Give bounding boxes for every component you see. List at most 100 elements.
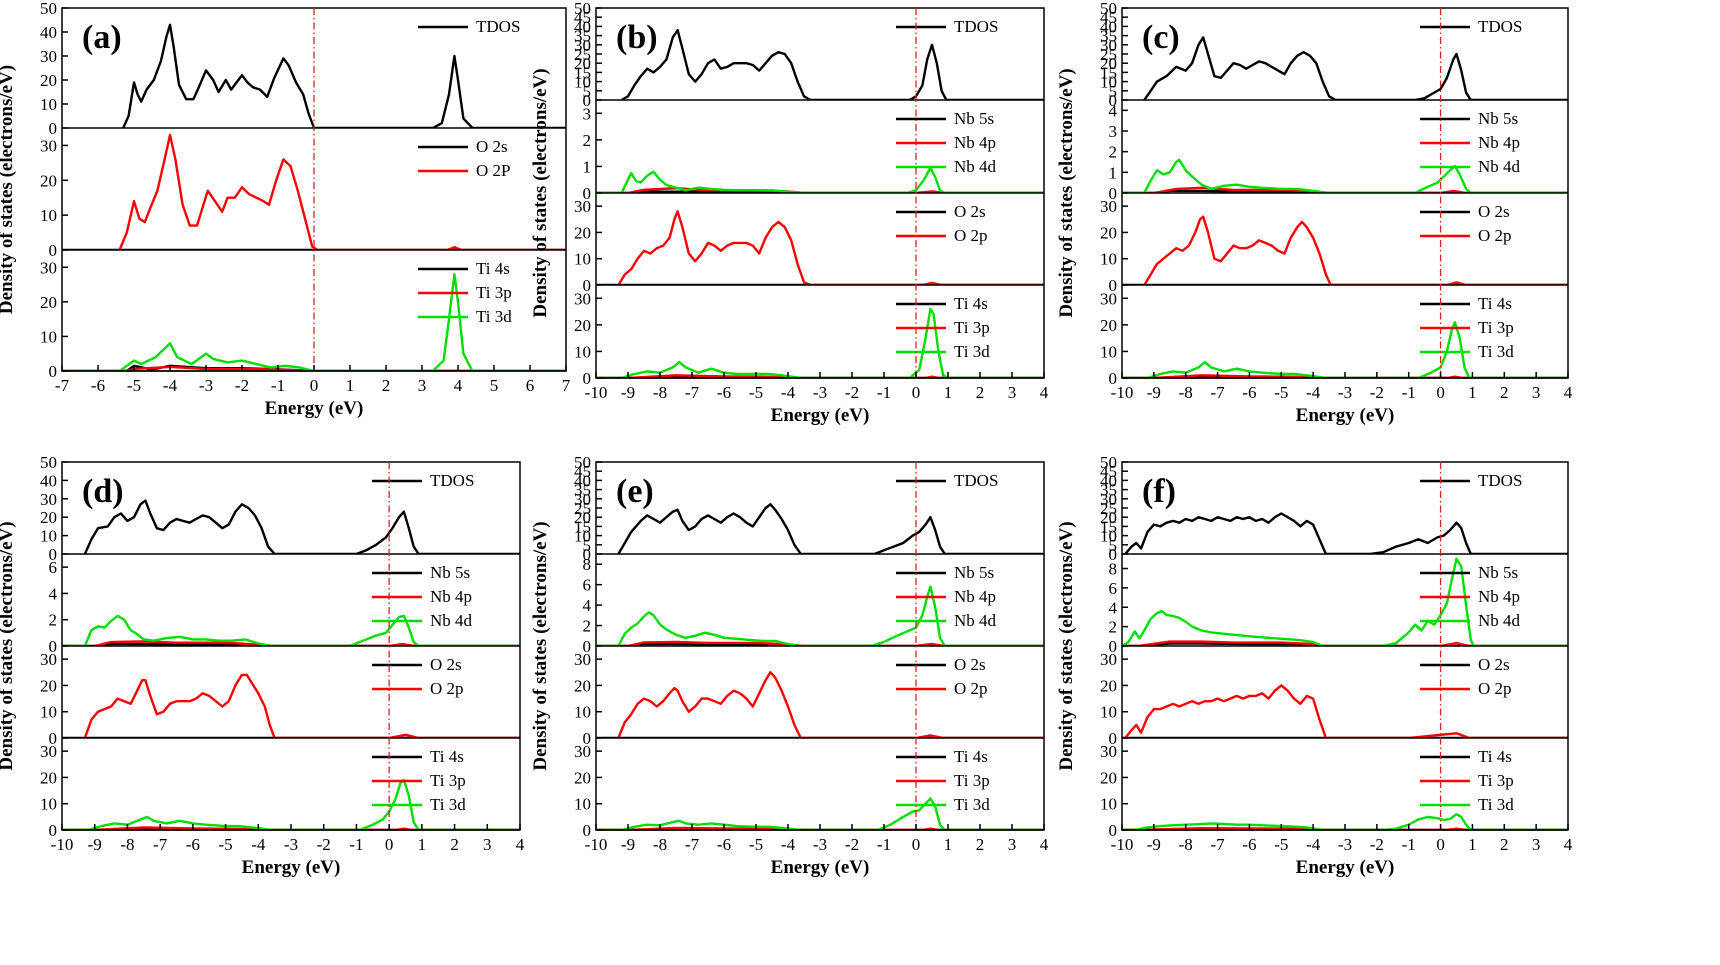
series-line-o-2p xyxy=(1124,684,1568,738)
legend-label-ti-3p: Ti 3p xyxy=(430,771,466,790)
x-tick-label: -5 xyxy=(1274,835,1288,854)
y-axis-title: Density of states (electrons/eV) xyxy=(530,521,551,770)
x-tick-label: -3 xyxy=(1338,383,1352,402)
legend-label-ti-3p: Ti 3p xyxy=(476,283,512,302)
y-tick-label: 4 xyxy=(49,584,58,603)
y-tick-label: 0 xyxy=(49,362,58,381)
legend-label-nb-5s: Nb 5s xyxy=(430,563,470,582)
legend-label-tdos: TDOS xyxy=(430,471,474,490)
x-tick-label: -10 xyxy=(585,383,608,402)
legend-label-nb-4p: Nb 4p xyxy=(1478,587,1520,606)
y-tick-label: 10 xyxy=(1100,73,1117,92)
x-tick-label: -9 xyxy=(88,835,102,854)
series-line-tdos xyxy=(83,499,520,554)
subplot-b-2: 0 1 2 3 Nb 5s Nb 4p Nb 4d xyxy=(583,104,1044,203)
y-tick-label: 10 xyxy=(1100,250,1117,269)
y-tick-label: 2 xyxy=(583,617,592,636)
x-tick-label: 2 xyxy=(976,835,985,854)
x-tick-label: 0 xyxy=(912,383,921,402)
series-line-nb-4d xyxy=(1122,158,1568,193)
y-tick-label: 2 xyxy=(1109,143,1118,162)
y-tick-label: 0 xyxy=(1109,91,1118,110)
y-axis-title: Density of states (electrons/eV) xyxy=(1056,68,1077,317)
x-tick-label: 0 xyxy=(1436,383,1445,402)
x-axis-title: Energy (eV) xyxy=(771,405,870,426)
y-tick-label: 15 xyxy=(1100,63,1117,82)
y-tick-label: 20 xyxy=(574,54,591,73)
y-tick-label: 50 xyxy=(40,453,57,472)
legend-label-o-2p: O 2p xyxy=(1478,679,1512,698)
x-tick-label: -10 xyxy=(51,835,74,854)
legend-label-o-2s: O 2s xyxy=(1478,655,1510,674)
series-line-tdos xyxy=(122,23,566,128)
y-tick-label: 6 xyxy=(583,576,592,595)
x-axis-title: Energy (eV) xyxy=(242,857,341,878)
x-tick-label: -4 xyxy=(1306,835,1321,854)
y-tick-label: 0 xyxy=(583,545,592,564)
y-tick-label: 40 xyxy=(574,471,591,490)
y-tick-label: 35 xyxy=(1100,27,1117,46)
y-tick-label: 0 xyxy=(49,729,58,748)
y-tick-label: 3 xyxy=(583,104,592,123)
y-tick-label: 30 xyxy=(1100,490,1117,509)
x-tick-label: -6 xyxy=(1242,835,1256,854)
y-tick-label: 25 xyxy=(1100,45,1117,64)
y-tick-label: 0 xyxy=(49,545,58,564)
y-tick-label: 45 xyxy=(574,8,591,27)
subplot-d-2: 0 2 4 6 Nb 5s Nb 4p Nb 4d xyxy=(49,558,520,656)
legend-label-ti-4s: Ti 4s xyxy=(954,294,988,313)
panel-label-a: (a) xyxy=(82,19,122,56)
x-tick-label: -10 xyxy=(585,835,608,854)
legend-label-ti-3d: Ti 3d xyxy=(954,795,990,814)
series-line-nb-4d xyxy=(596,166,1044,193)
legend-label-o-2p: O 2p xyxy=(954,226,988,245)
y-tick-label: 45 xyxy=(1100,462,1117,481)
panel-label-c: (c) xyxy=(1142,19,1180,56)
y-tick-label: 0 xyxy=(583,276,592,295)
legend-label-o-2p: O 2p xyxy=(1478,226,1512,245)
x-tick-label: 4 xyxy=(516,835,525,854)
x-tick-label: -3 xyxy=(199,376,213,395)
y-tick-label: 10 xyxy=(574,527,591,546)
y-tick-label: 8 xyxy=(583,555,592,574)
legend-label-ti-3d: Ti 3d xyxy=(476,307,512,326)
series-line-nb-4d xyxy=(62,614,520,646)
x-tick-label: -6 xyxy=(1242,383,1256,402)
y-tick-label: 5 xyxy=(583,82,592,101)
x-tick-label: -8 xyxy=(653,383,667,402)
x-tick-label: 1 xyxy=(944,835,953,854)
y-tick-label: 4 xyxy=(1109,101,1118,120)
y-tick-label: 5 xyxy=(1109,82,1118,101)
legend-label-ti-3d: Ti 3d xyxy=(430,795,466,814)
y-tick-label: 50 xyxy=(1100,0,1117,18)
x-tick-label: 1 xyxy=(944,383,953,402)
series-line-ti-3d xyxy=(62,273,566,371)
series-line-o-2p xyxy=(617,210,1044,285)
x-tick-label: -1 xyxy=(877,383,891,402)
x-tick-label: -6 xyxy=(717,383,731,402)
legend-label-ti-4s: Ti 4s xyxy=(430,747,464,766)
y-tick-label: 0 xyxy=(1109,729,1118,748)
legend-label-ti-4s: Ti 4s xyxy=(1478,294,1512,313)
panel-label-e: (e) xyxy=(616,473,654,510)
x-tick-label: -2 xyxy=(235,376,249,395)
series-line-o-2p xyxy=(1143,215,1568,285)
y-tick-label: 30 xyxy=(574,490,591,509)
legend-label-nb-4d: Nb 4d xyxy=(1478,157,1521,176)
x-tick-label: -9 xyxy=(621,835,635,854)
x-tick-label: -7 xyxy=(153,835,168,854)
y-tick-label: 10 xyxy=(40,703,57,722)
series-line-o-2p xyxy=(118,133,566,250)
y-tick-label: 30 xyxy=(40,742,57,761)
x-tick-label: 3 xyxy=(1008,835,1017,854)
y-tick-label: 8 xyxy=(1109,560,1118,579)
legend-label-nb-4d: Nb 4d xyxy=(954,157,997,176)
y-tick-label: 1 xyxy=(1109,163,1118,182)
x-tick-label: -1 xyxy=(1402,383,1416,402)
